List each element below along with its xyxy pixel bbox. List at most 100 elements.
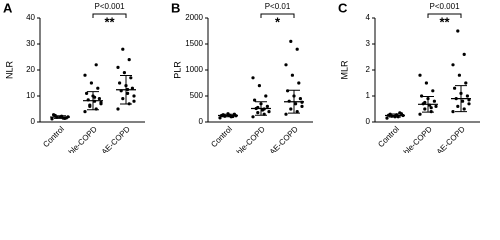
- data-point: [451, 110, 455, 114]
- data-point: [457, 73, 461, 77]
- data-point: [265, 104, 269, 108]
- y-tick-label: 30: [26, 39, 35, 48]
- data-point: [297, 81, 301, 85]
- data-point: [251, 115, 255, 119]
- data-point: [256, 111, 260, 115]
- x-tick-label: AE-COPD: [100, 124, 132, 153]
- data-point: [284, 63, 288, 67]
- panel-letter: B: [171, 0, 180, 15]
- data-point: [418, 112, 422, 116]
- y-tick-label: 0: [199, 117, 204, 126]
- data-point: [83, 73, 87, 77]
- x-tick-label: Control: [41, 124, 66, 149]
- data-point: [118, 81, 122, 85]
- significance-bracket: [427, 13, 462, 18]
- data-point: [464, 81, 468, 85]
- significance-bracket: [260, 13, 295, 18]
- significance-stars: *: [275, 14, 281, 29]
- y-tick-label: 40: [26, 13, 35, 22]
- data-point: [423, 100, 427, 105]
- y-tick-label: 2000: [185, 13, 203, 22]
- data-point: [461, 99, 465, 103]
- data-point: [89, 81, 93, 85]
- data-point: [423, 107, 427, 111]
- data-point: [424, 81, 428, 85]
- data-point: [431, 89, 435, 93]
- data-point: [467, 102, 471, 106]
- data-point: [429, 110, 433, 114]
- data-point: [451, 63, 455, 67]
- data-point: [456, 29, 460, 33]
- data-point: [116, 107, 120, 111]
- y-tick-label: 0: [366, 117, 371, 126]
- data-point: [127, 58, 131, 62]
- x-tick-label: stable-COPD: [227, 124, 267, 153]
- data-point: [294, 102, 298, 106]
- significance-stars: **: [104, 14, 115, 29]
- data-point: [132, 99, 136, 103]
- data-point: [264, 94, 268, 98]
- y-tick-label: 20: [26, 65, 35, 74]
- x-tick-label: stable-COPD: [394, 124, 434, 153]
- error-bar: [288, 89, 300, 114]
- p-value: P<0.01: [265, 2, 291, 11]
- data-point: [290, 73, 294, 77]
- error-bar: [455, 85, 467, 113]
- error-bar: [422, 96, 434, 113]
- error-bar: [54, 115, 66, 119]
- panel-letter: C: [338, 0, 348, 15]
- y-tick-label: 10: [26, 91, 35, 100]
- data-point: [129, 76, 133, 80]
- data-point: [218, 116, 222, 120]
- y-tick-label: 2: [366, 65, 371, 74]
- data-point: [50, 117, 54, 121]
- data-point: [96, 86, 100, 90]
- data-point: [462, 52, 466, 57]
- y-tick-label: 500: [190, 91, 204, 100]
- p-value: P<0.001: [429, 2, 460, 11]
- data-point: [385, 116, 389, 120]
- data-point: [418, 73, 422, 77]
- y-tick-label: 1: [366, 91, 371, 100]
- error-bar: [255, 101, 267, 116]
- data-point: [267, 110, 271, 114]
- data-point: [289, 39, 293, 44]
- y-axis-label: PLR: [172, 61, 182, 79]
- panel-letter: A: [3, 0, 13, 15]
- y-tick-label: 4: [366, 13, 371, 22]
- data-point: [97, 97, 101, 101]
- error-bar: [389, 113, 401, 118]
- data-point: [432, 99, 436, 103]
- data-point: [462, 107, 466, 111]
- x-tick-label: stable-COPD: [59, 124, 99, 153]
- data-point: [284, 112, 288, 116]
- data-point: [257, 84, 261, 88]
- data-point: [300, 104, 304, 108]
- x-tick-label: Control: [376, 124, 401, 149]
- y-axis-label: MLR: [339, 60, 349, 80]
- data-point: [420, 94, 424, 98]
- data-point: [453, 86, 457, 90]
- data-point: [121, 47, 125, 51]
- data-point: [85, 91, 89, 95]
- significance-bracket: [92, 13, 127, 18]
- data-point: [88, 103, 92, 107]
- y-axis-label: NLR: [4, 61, 14, 80]
- error-bar: [222, 113, 234, 118]
- data-point: [99, 100, 103, 105]
- data-point: [83, 110, 87, 114]
- data-point: [116, 65, 120, 69]
- error-bar: [87, 91, 99, 111]
- data-point: [286, 89, 290, 93]
- p-value: P<0.001: [94, 2, 125, 11]
- data-point: [122, 71, 126, 75]
- data-point: [126, 91, 130, 95]
- x-tick-label: AE-COPD: [268, 124, 300, 153]
- data-point: [434, 104, 438, 108]
- data-point: [465, 94, 469, 98]
- data-point: [132, 94, 136, 98]
- data-point: [251, 76, 255, 80]
- data-point: [298, 97, 302, 101]
- data-point: [289, 107, 293, 111]
- y-tick-label: 0: [31, 117, 36, 126]
